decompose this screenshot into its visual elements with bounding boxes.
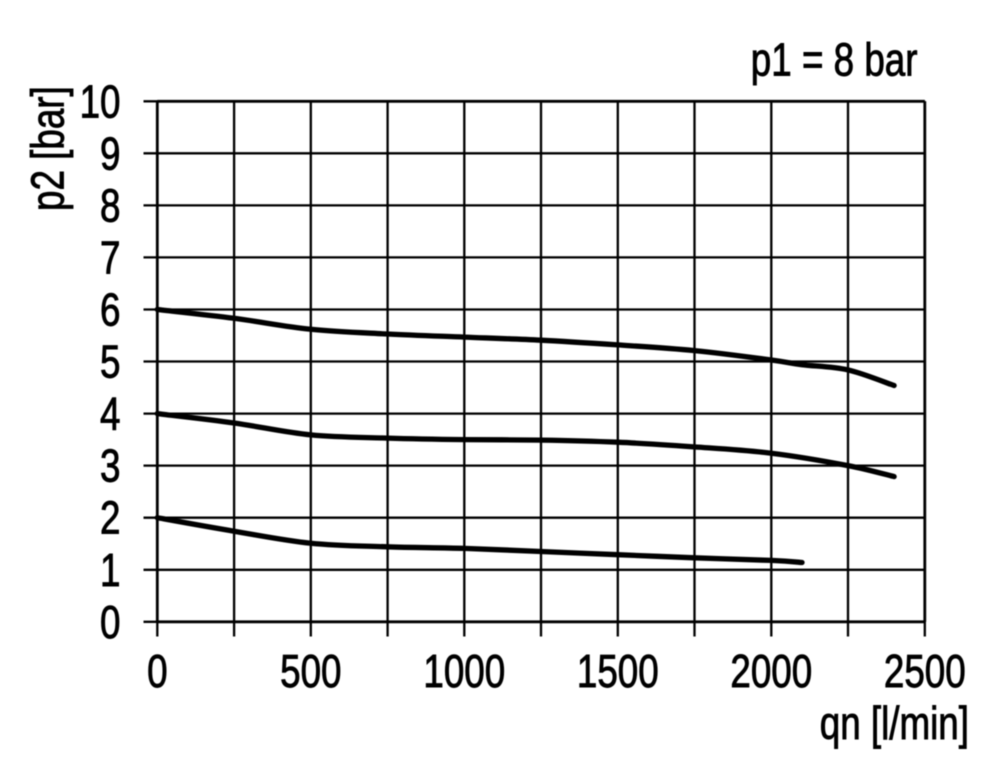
svg-text:4: 4 bbox=[100, 388, 120, 440]
svg-text:7: 7 bbox=[100, 231, 120, 283]
svg-text:1000: 1000 bbox=[423, 645, 505, 697]
svg-text:1500: 1500 bbox=[577, 645, 659, 697]
svg-text:10: 10 bbox=[80, 75, 121, 127]
svg-text:0: 0 bbox=[147, 645, 167, 697]
svg-text:6: 6 bbox=[100, 284, 120, 336]
svg-text:2000: 2000 bbox=[730, 645, 812, 697]
svg-text:2500: 2500 bbox=[884, 645, 966, 697]
svg-text:1: 1 bbox=[100, 544, 120, 596]
svg-text:0: 0 bbox=[100, 596, 120, 648]
svg-text:5: 5 bbox=[100, 336, 120, 388]
svg-text:p2 [bar]: p2 [bar] bbox=[22, 86, 74, 211]
svg-text:2: 2 bbox=[100, 492, 120, 544]
svg-text:9: 9 bbox=[100, 127, 120, 179]
svg-text:qn [l/min]: qn [l/min] bbox=[820, 697, 969, 749]
svg-text:500: 500 bbox=[280, 645, 341, 697]
svg-text:p1 = 8 bar: p1 = 8 bar bbox=[751, 34, 918, 86]
svg-text:3: 3 bbox=[100, 440, 120, 492]
svg-text:8: 8 bbox=[100, 179, 120, 231]
